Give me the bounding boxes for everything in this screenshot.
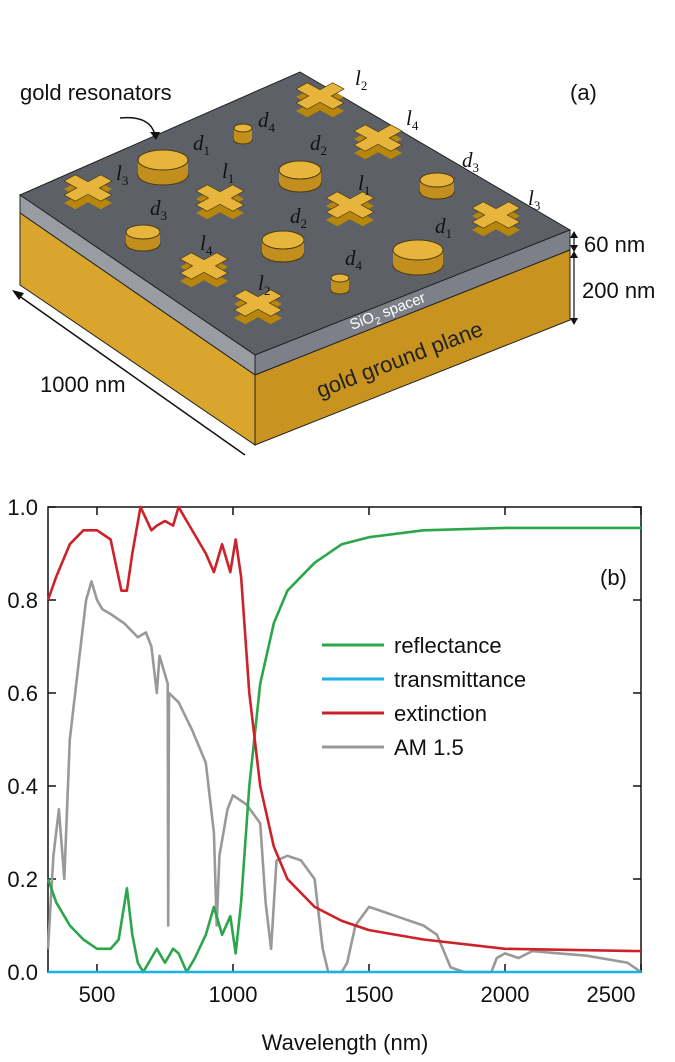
- label-subscript: 1: [228, 171, 235, 186]
- resonator-label: d2: [310, 131, 327, 158]
- label-subscript: 1: [446, 226, 453, 241]
- resonator-label: l4: [200, 231, 213, 258]
- label-subscript: 1: [364, 183, 371, 198]
- label-letter: l: [200, 231, 206, 255]
- chart-annotation: (b): [600, 565, 627, 590]
- resonator-label: d1: [193, 131, 210, 158]
- y-tick-label: 0.2: [7, 867, 38, 892]
- series-line: [46, 526, 641, 974]
- label-letter: d: [258, 108, 269, 132]
- label-subscript: 4: [206, 243, 213, 258]
- x-tick-label: 2000: [481, 982, 530, 1007]
- resonator-label: d3: [150, 196, 167, 223]
- x-tick-label: 2500: [587, 982, 636, 1007]
- label-letter: l: [406, 106, 412, 130]
- legend-label: AM 1.5: [394, 735, 464, 760]
- label-letter: d: [310, 131, 321, 155]
- label-subscript: 2: [321, 143, 328, 158]
- label-letter: d: [290, 204, 301, 228]
- label-subscript: 4: [412, 118, 419, 133]
- label-subscript: 3: [534, 198, 541, 213]
- y-tick-label: 1.0: [7, 495, 38, 520]
- label-letter: d: [345, 246, 356, 270]
- label-subscript: 2: [264, 283, 271, 298]
- label-letter: l: [528, 186, 534, 210]
- ground-thickness: 200 nm: [582, 278, 655, 303]
- label-letter: l: [116, 161, 122, 185]
- label-letter: l: [358, 171, 364, 195]
- legend-label: extinction: [394, 701, 487, 726]
- resonator-label: l1: [358, 171, 370, 198]
- resonator-label: l3: [116, 161, 128, 188]
- y-tick-label: 0.8: [7, 588, 38, 613]
- label-letter: d: [193, 131, 204, 155]
- legend-label: reflectance: [394, 633, 502, 658]
- resonator-label: d2: [290, 204, 307, 231]
- x-tick-label: 1500: [345, 982, 394, 1007]
- panel-label: (a): [570, 80, 597, 105]
- label-letter: d: [435, 214, 446, 238]
- resonator-label: d4: [258, 108, 276, 135]
- legend-label: transmittance: [394, 667, 526, 692]
- label-letter: l: [355, 66, 361, 90]
- series-line: [46, 580, 642, 974]
- label-letter: l: [222, 159, 228, 183]
- y-tick-label: 0.0: [7, 960, 38, 985]
- label-letter: d: [462, 148, 473, 172]
- caption: gold resonators: [20, 80, 172, 105]
- label-letter: l: [258, 271, 264, 295]
- resonator-label: l4: [406, 106, 419, 133]
- resonator-label: d3: [462, 148, 479, 175]
- resonator-label: d4: [345, 246, 363, 273]
- label-subscript: 3: [161, 208, 168, 223]
- x-tick-label: 500: [79, 982, 116, 1007]
- label-subscript: 4: [269, 120, 276, 135]
- label-subscript: 4: [356, 258, 363, 273]
- period: 1000 nm: [40, 372, 126, 397]
- series-line: [46, 505, 642, 953]
- label-subscript: 3: [122, 173, 129, 188]
- x-axis-label: Wavelength (nm): [262, 1030, 429, 1055]
- plot-frame: [47, 506, 642, 973]
- resonator-label: l3: [528, 186, 540, 213]
- spacer-thickness: 60 nm: [584, 232, 645, 257]
- label-letter: d: [150, 196, 161, 220]
- label-subscript: 1: [204, 143, 211, 158]
- resonator-label: l2: [258, 271, 270, 298]
- label-subscript: 3: [473, 160, 480, 175]
- diagram: gold resonators (a) 60 nm 200 nm 1000 nm…: [12, 71, 655, 456]
- label-subscript: 2: [361, 78, 368, 93]
- label-subscript: 2: [301, 216, 308, 231]
- y-tick-label: 0.4: [7, 774, 38, 799]
- y-tick-label: 0.6: [7, 681, 38, 706]
- x-tick-label: 1000: [208, 982, 257, 1007]
- resonator-label: l1: [222, 159, 234, 186]
- resonator-label: l2: [355, 66, 367, 93]
- chart: (b) Wavelength (nm) 500 1000 1500 2000 2500 0…: [7, 495, 642, 1055]
- resonator-label: d1: [435, 214, 452, 241]
